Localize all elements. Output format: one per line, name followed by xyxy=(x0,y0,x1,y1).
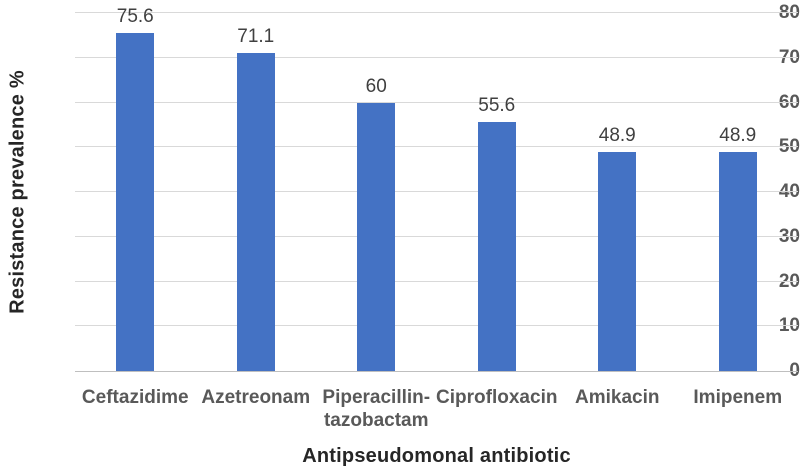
bar xyxy=(236,52,275,371)
bar-value-label: 48.9 xyxy=(598,125,636,147)
gridline xyxy=(75,101,798,103)
bar xyxy=(718,152,757,371)
bar-value-label: 60 xyxy=(365,75,387,97)
x-axis-title: Antipseudomonal antibiotic xyxy=(302,445,571,467)
bar-value-label: 48.9 xyxy=(719,125,757,147)
bar-value-label: 55.6 xyxy=(478,95,516,117)
bar xyxy=(357,102,396,371)
y-axis-title: Resistance prevalence % xyxy=(6,70,29,314)
plot-area: 75.6 71.1 60 55.6 48.9 48.9 xyxy=(75,6,798,372)
gridline xyxy=(75,12,798,13)
bar xyxy=(116,32,155,371)
x-axis-line xyxy=(75,371,798,372)
gridline xyxy=(75,280,798,282)
gridline xyxy=(75,56,798,58)
x-category-label: Ceftazidime xyxy=(81,387,189,408)
x-category-label: Piperacillin- tazobactam xyxy=(322,387,431,431)
x-category-label: Azetreonam xyxy=(201,387,311,408)
y-tick-label: 0 xyxy=(744,360,800,382)
gridline xyxy=(75,146,798,148)
gridline xyxy=(75,191,798,192)
bar xyxy=(477,122,516,371)
x-category-label: Amikacin xyxy=(575,387,660,408)
bar-value-label: 71.1 xyxy=(237,25,275,47)
x-category-label: Imipenem xyxy=(693,387,783,408)
x-category-label: Ciprofloxacin xyxy=(436,387,558,408)
bar-value-label: 75.6 xyxy=(116,5,154,27)
gridline xyxy=(75,235,798,237)
gridline xyxy=(75,325,798,327)
bar xyxy=(598,152,637,371)
